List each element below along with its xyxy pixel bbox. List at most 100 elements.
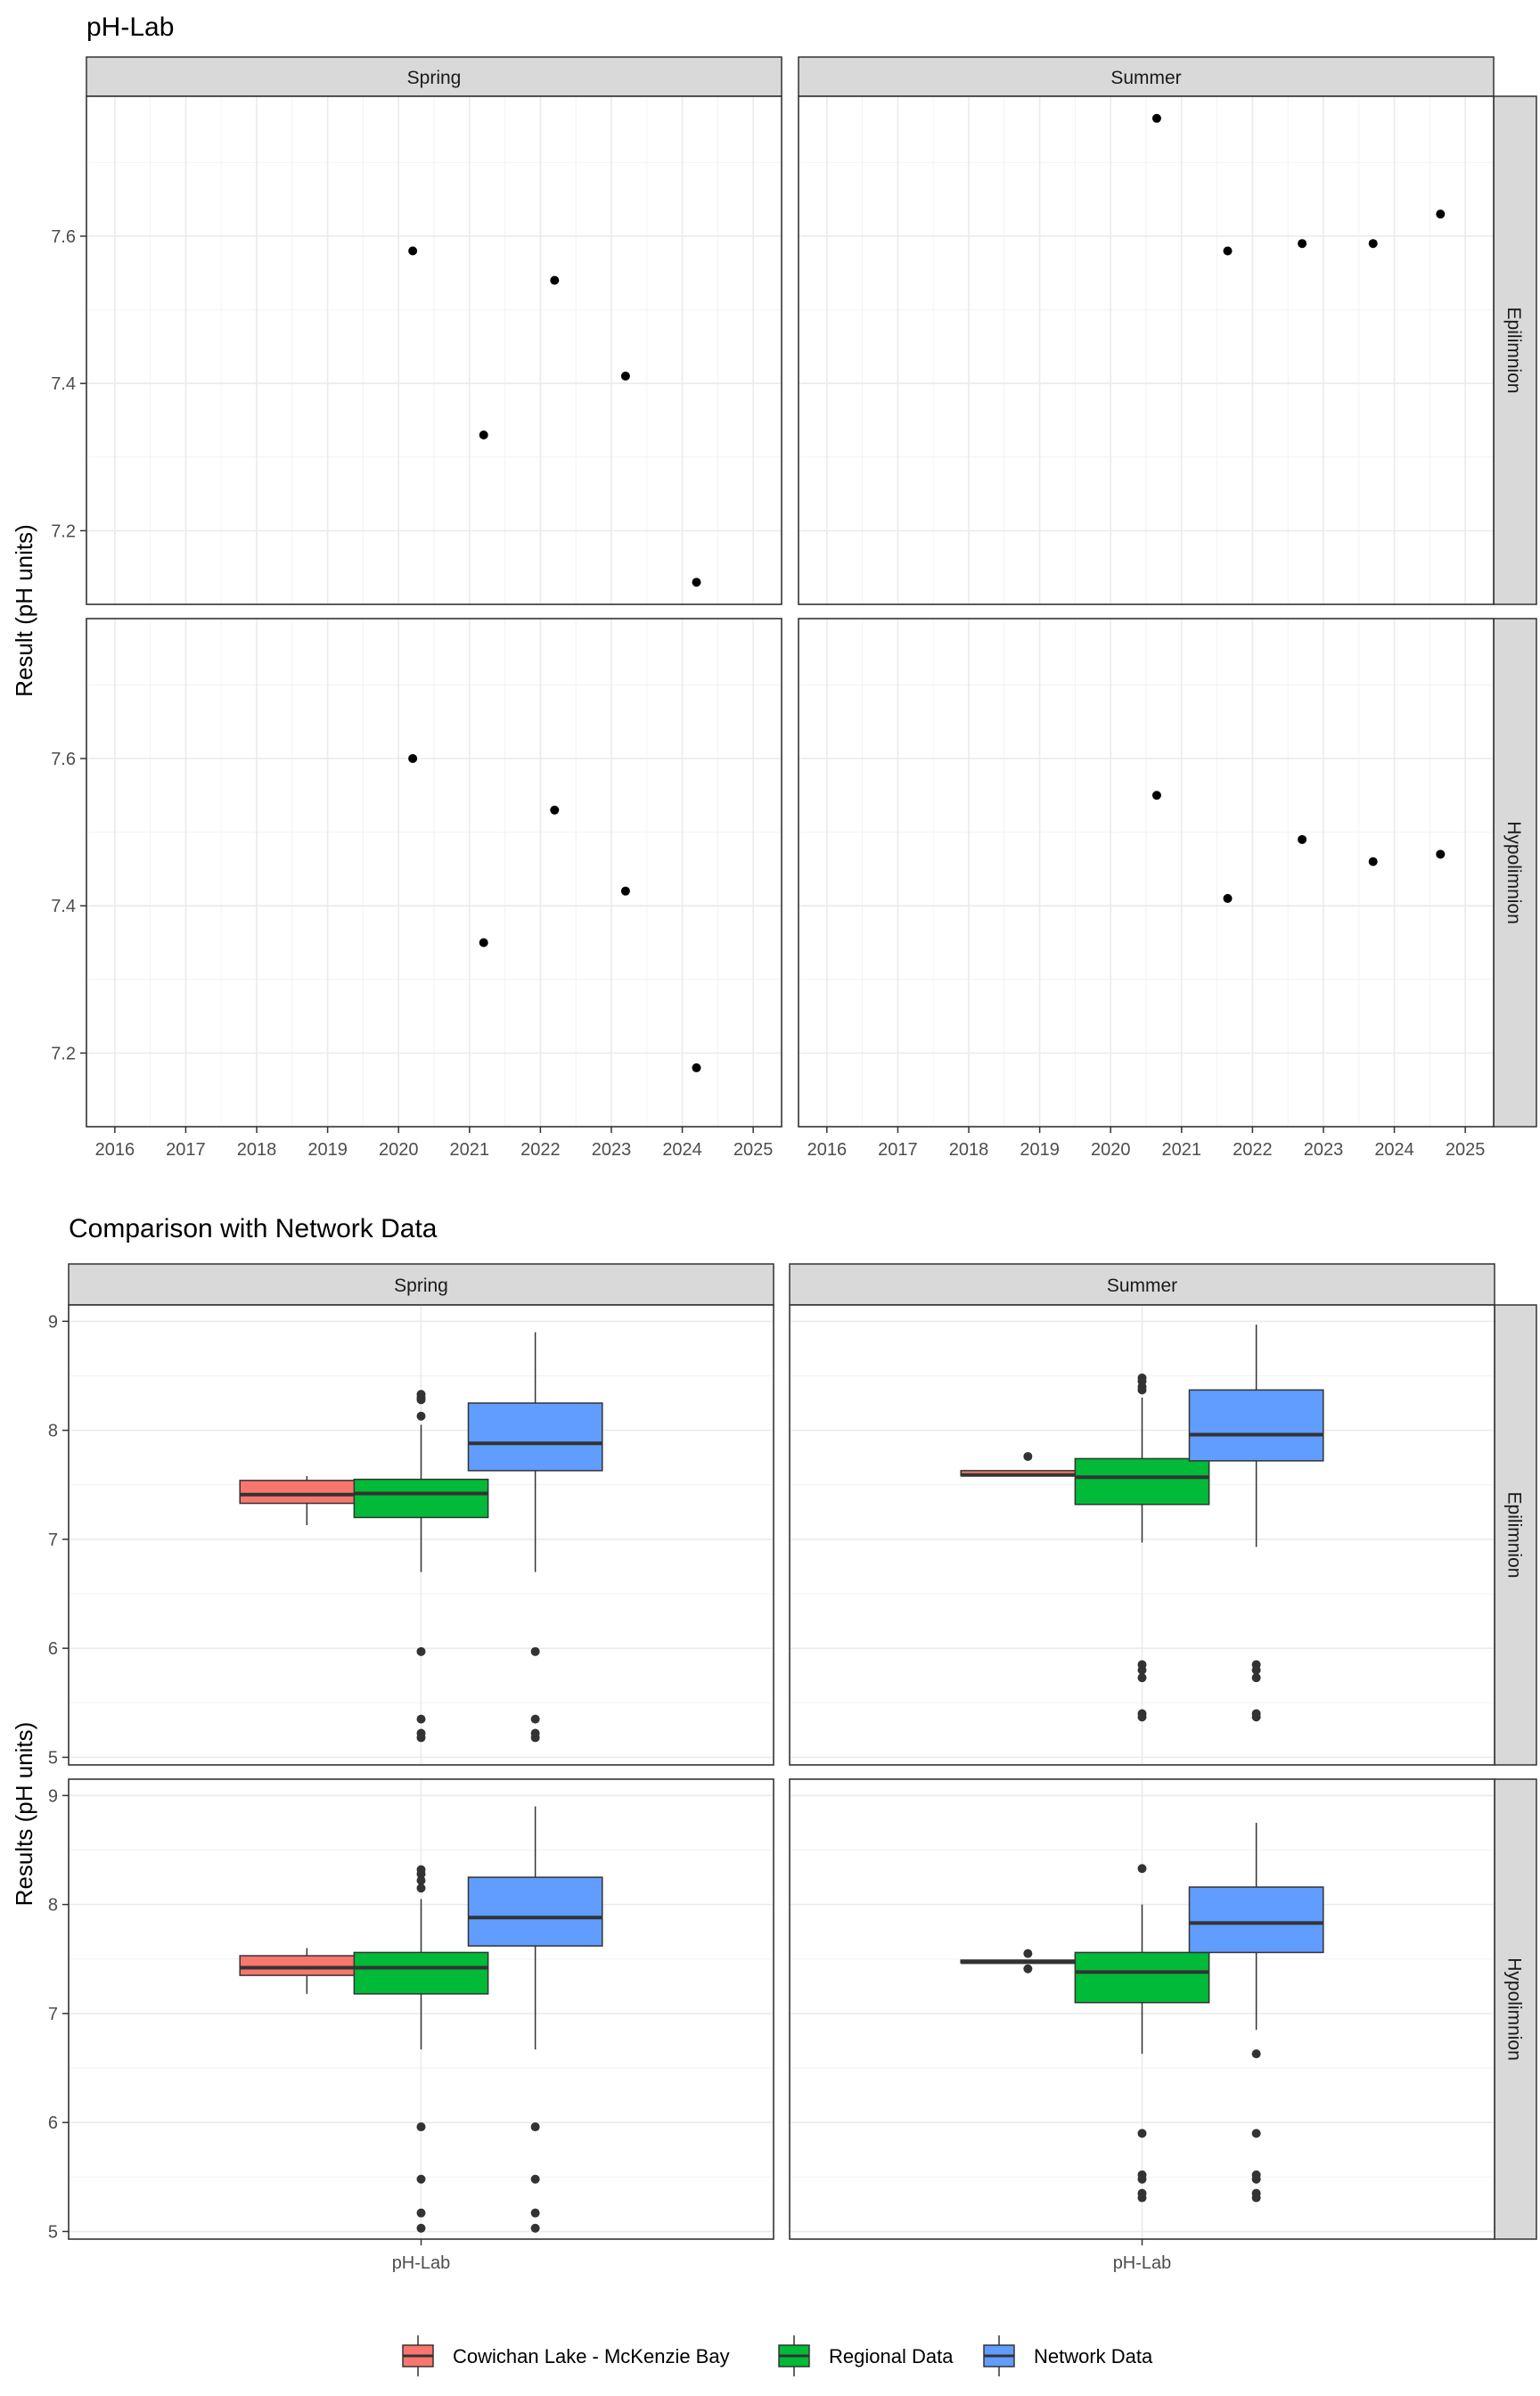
top-column-strip-spring (86, 56, 782, 97)
outlier-point (416, 1883, 426, 1893)
legend: Cowichan Lake - McKenzie Bay Regional Dat… (402, 2335, 1153, 2376)
x-tick-label: 2023 (1304, 1140, 1344, 1160)
data-point (620, 371, 630, 381)
bottom-row-strip-epilimnion (1494, 1304, 1537, 1766)
outlier-point (1137, 1864, 1147, 1874)
outlier-point (1023, 1964, 1033, 1973)
outlier-point (1251, 2129, 1261, 2138)
y-tick-label: 5 (48, 2222, 58, 2242)
data-point (1368, 857, 1378, 866)
y-tick-label: 5 (48, 1748, 58, 1768)
box-regional-data (1074, 1373, 1210, 1722)
legend-item-network-data: Network Data (983, 2335, 1153, 2376)
bottom-chart-title: Comparison with Network Data (69, 1214, 438, 1243)
data-point (1436, 209, 1446, 219)
bottom-row-label-epilimnion: Epilimnion (1504, 1492, 1525, 1579)
y-tick-label: 9 (48, 1786, 58, 1806)
outlier-point (1137, 1712, 1147, 1722)
x-tick-label: 2019 (1020, 1140, 1060, 1160)
outlier-point (530, 1714, 540, 1724)
data-point (1151, 113, 1161, 123)
top-row-strip-hypolimnion (1493, 618, 1537, 1128)
data-point (1223, 246, 1233, 256)
data-point (692, 1063, 701, 1072)
outlier-point (416, 1395, 426, 1405)
outlier-point (1023, 1451, 1033, 1461)
bottom-panel-summer-epilimnion (789, 1304, 1495, 1766)
y-tick-label: 7.4 (51, 374, 76, 394)
data-point (1223, 893, 1233, 903)
bottom-panel-spring-hypolimnion (68, 1778, 774, 2240)
legend-label: Network Data (1034, 2345, 1153, 2367)
bottom-y-axis-label: Results (pH units) (11, 1722, 37, 1907)
top-panel-spring-epilimnion (86, 95, 782, 605)
x-tick-label: 2016 (95, 1140, 135, 1160)
outlier-point (1023, 1949, 1033, 1958)
box-network-data (467, 1332, 603, 1743)
y-tick-label: 6 (48, 2113, 58, 2133)
outlier-point (416, 1869, 426, 1879)
bottom-panel-summer-hypolimnion (789, 1778, 1495, 2240)
legend-item-regional-data: Regional Data (778, 2335, 954, 2376)
outlier-point (416, 2223, 426, 2233)
bottom-column-strip-summer (789, 1263, 1495, 1306)
data-point (1436, 849, 1446, 859)
y-tick-label: 7.2 (51, 1044, 76, 1063)
top-panel-spring-epilimnion-border (86, 95, 782, 605)
top-panel-spring-hypolimnion (86, 618, 782, 1128)
x-tick-label: 2019 (307, 1140, 348, 1160)
data-point (692, 578, 701, 587)
outlier-point (530, 1733, 540, 1743)
outlier-point (1137, 1673, 1147, 1683)
box-body (239, 1480, 375, 1505)
top-panel-summer-hypolimnion (798, 618, 1495, 1128)
x-tick-label: 2018 (949, 1140, 989, 1160)
outlier-point (1251, 2049, 1261, 2059)
bottom-column-strip-spring (68, 1263, 774, 1306)
outlier-point (1251, 2193, 1261, 2203)
y-tick-label: 8 (48, 1422, 58, 1441)
data-point (408, 753, 418, 763)
box-body (1074, 1951, 1210, 2004)
data-point (1368, 239, 1378, 249)
outlier-point (1137, 2193, 1147, 2203)
outlier-point (1251, 2174, 1261, 2184)
x-tick-label: 2018 (237, 1140, 277, 1160)
y-tick-label: 7.6 (51, 227, 76, 247)
data-point (408, 246, 418, 256)
top-panel-summer-epilimnion-border (798, 95, 1495, 605)
x-tick-label: pH-Lab (392, 2253, 451, 2273)
outlier-point (416, 1646, 426, 1656)
outlier-point (530, 2208, 540, 2218)
y-tick-label: 7.2 (51, 521, 76, 541)
x-tick-label: 2016 (807, 1140, 848, 1160)
box-body (1188, 1389, 1324, 1462)
y-tick-label: 7.4 (51, 897, 76, 916)
x-tick-label: 2024 (1374, 1140, 1414, 1160)
top-chart-title: pH-Lab (86, 12, 174, 42)
outlier-point (530, 2122, 540, 2132)
outlier-point (1251, 1712, 1261, 1722)
box-body (353, 1478, 489, 1519)
x-tick-label: 2024 (662, 1140, 702, 1160)
outlier-point (416, 1411, 426, 1421)
box-network-data (467, 1806, 603, 2233)
x-tick-label: 2017 (878, 1140, 918, 1160)
x-tick-label: 2021 (450, 1140, 490, 1160)
top-panel-spring-hypolimnion-border (86, 618, 782, 1128)
bottom-column-label-summer: Summer (1107, 1276, 1177, 1296)
data-point (1298, 834, 1307, 844)
top-y-axis-label: Result (pH units) (11, 524, 37, 697)
bottom-column-label-spring: Spring (394, 1276, 448, 1296)
data-point (479, 431, 488, 439)
box-body (467, 1876, 603, 1947)
box-cowichan-lake-mckenzie-bay (239, 1475, 375, 1525)
top-panel-summer-hypolimnion-border (798, 618, 1495, 1128)
outlier-point (530, 2174, 540, 2184)
box-body (1074, 1457, 1210, 1506)
box-regional-data (353, 1865, 489, 2233)
data-point (550, 275, 560, 285)
box-body (467, 1402, 603, 1472)
outlier-point (530, 2223, 540, 2233)
